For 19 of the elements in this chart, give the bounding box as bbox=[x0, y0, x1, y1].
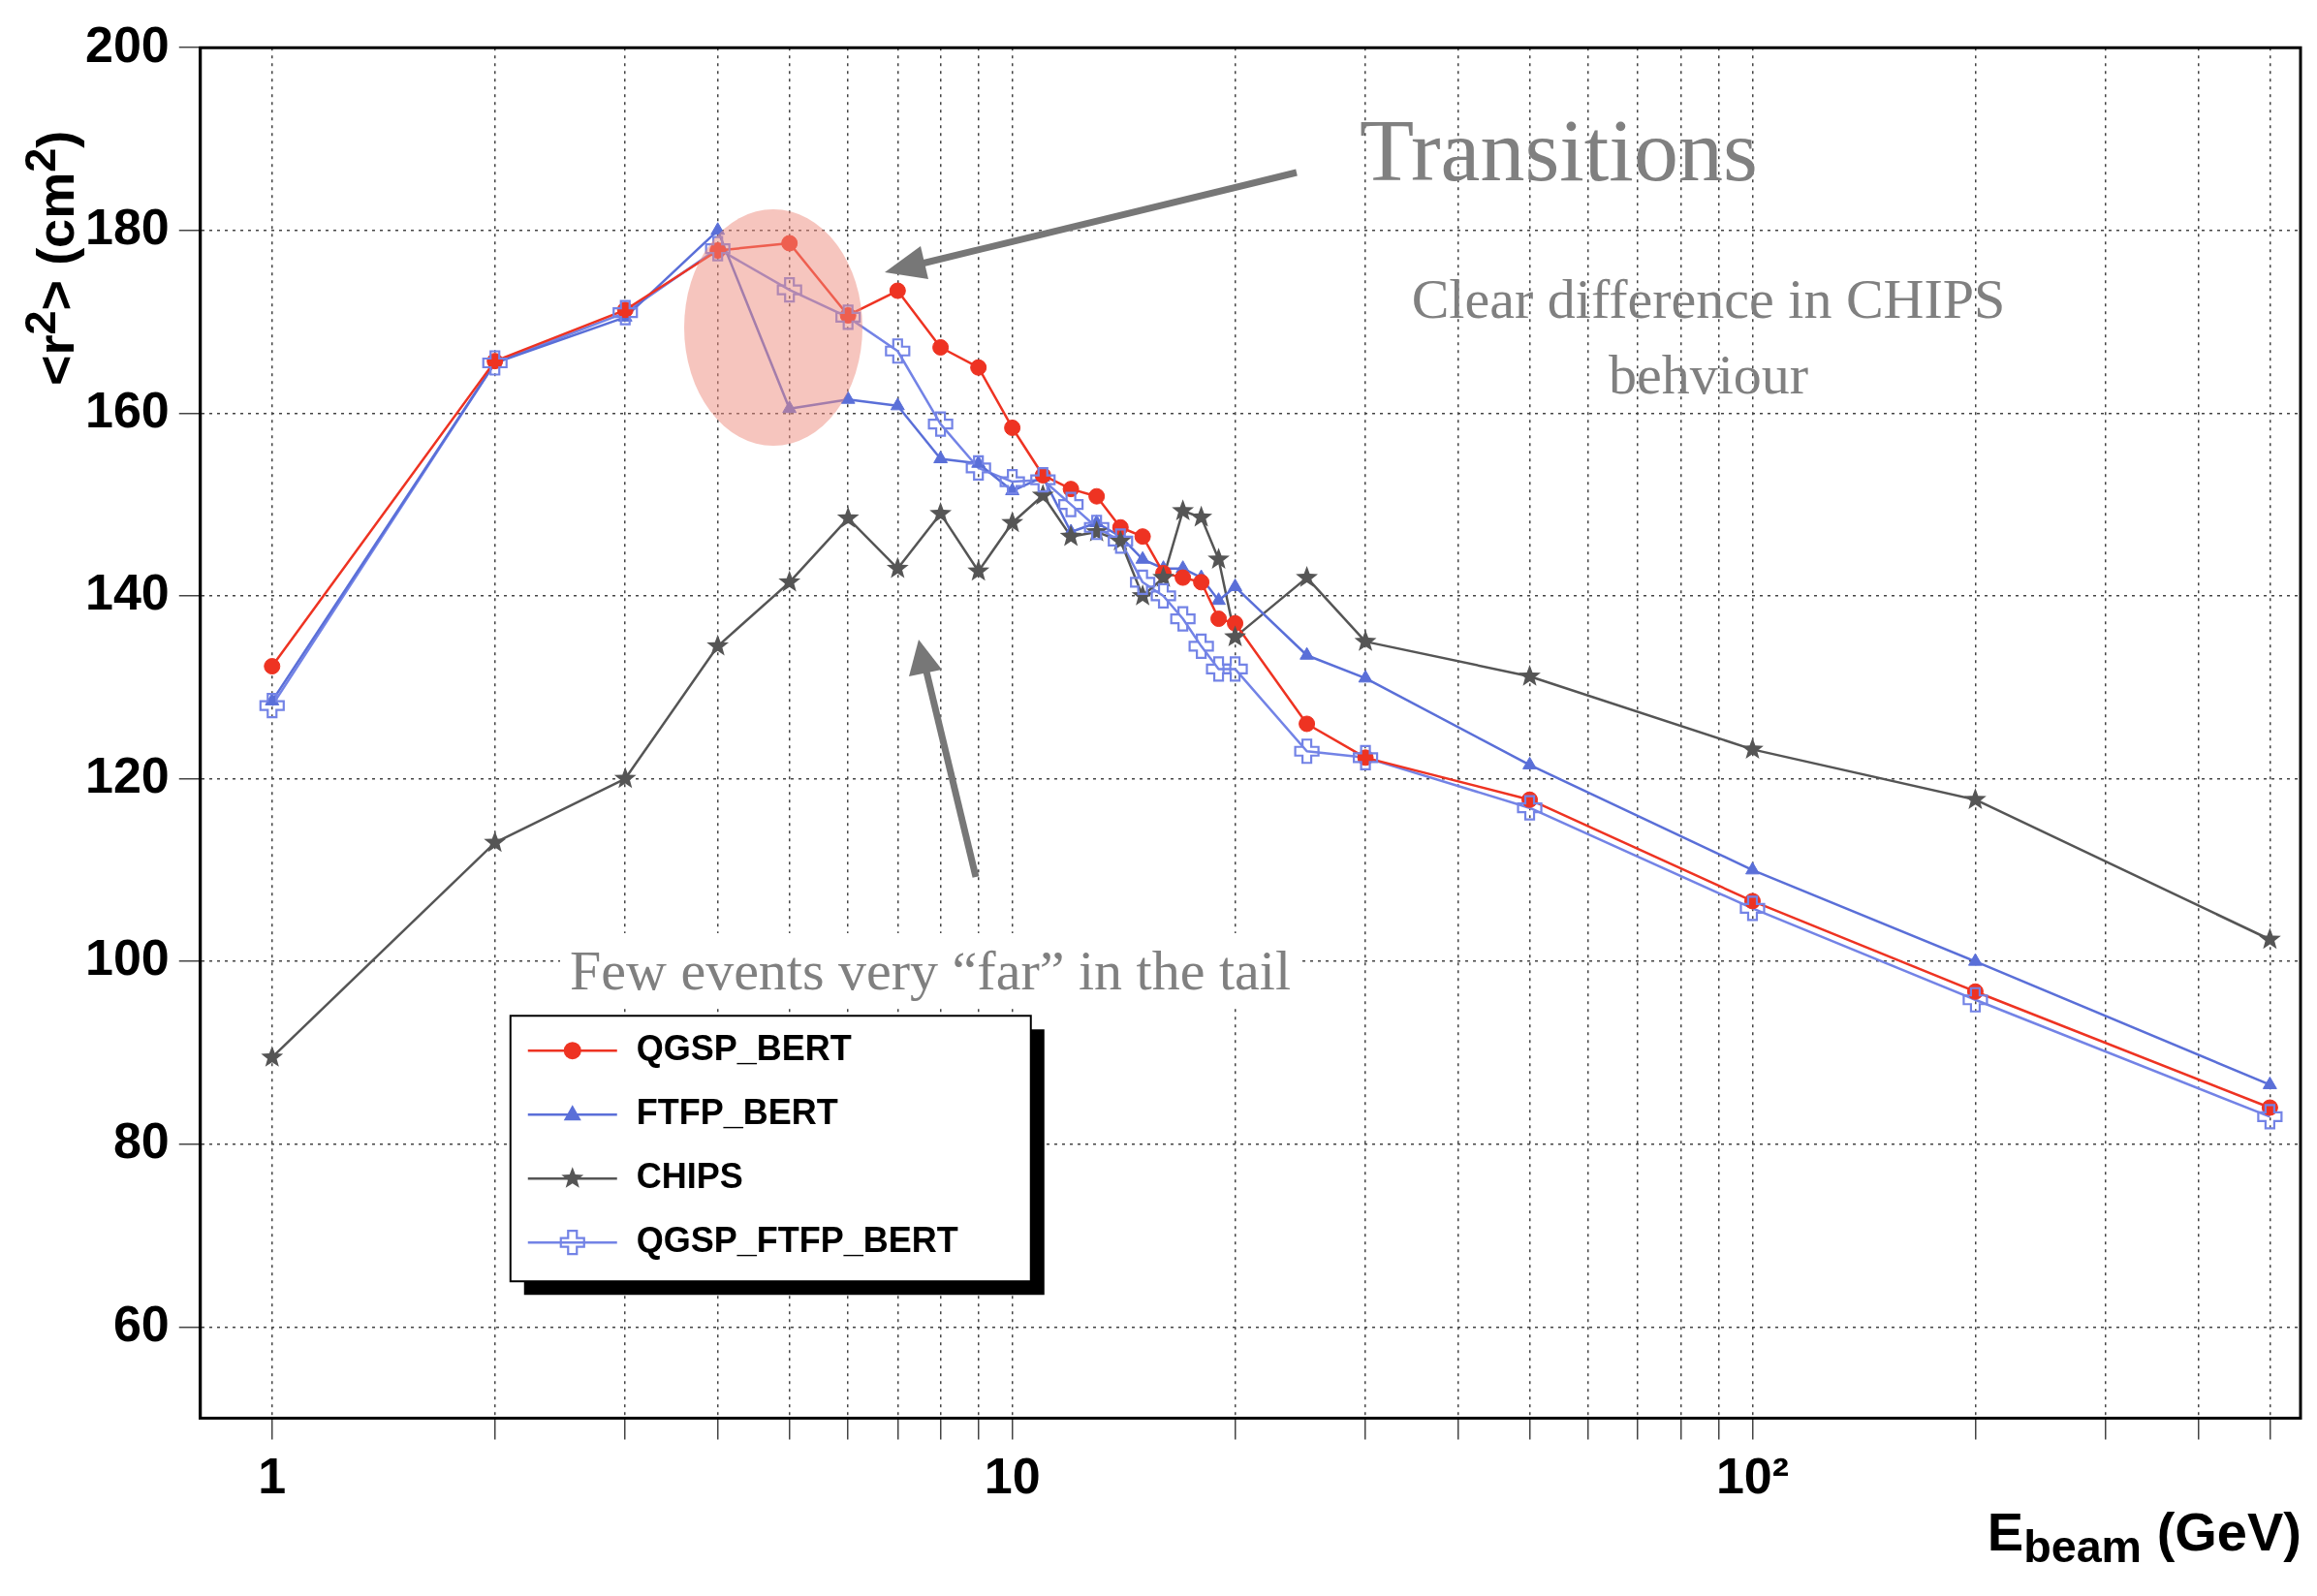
y-tick-label: 100 bbox=[84, 929, 170, 986]
y-tick-label: 200 bbox=[84, 16, 170, 73]
y-tick-label: 60 bbox=[112, 1295, 170, 1352]
x-tick-label: 1 bbox=[258, 1448, 287, 1505]
x-tick-label: 10² bbox=[1715, 1448, 1790, 1505]
annotation: Clear difference in CHIPS behviour bbox=[1410, 266, 2007, 409]
y-tick-label: 120 bbox=[84, 746, 170, 803]
x-axis-title: E$_{beam}$ (GeV) bbox=[1987, 1500, 2301, 1574]
x-tick-label: 10 bbox=[984, 1448, 1041, 1505]
legend-label: QGSP_BERT bbox=[636, 1028, 852, 1069]
y-tick-label: 140 bbox=[84, 564, 170, 621]
y-tick-label: 180 bbox=[84, 199, 170, 256]
y-tick-label: 80 bbox=[112, 1112, 170, 1170]
legend-label: CHIPS bbox=[636, 1156, 743, 1197]
legend-label: QGSP_FTFP_BERT bbox=[636, 1220, 958, 1261]
y-tick-label: 160 bbox=[84, 381, 170, 438]
annotation: Transitions bbox=[1360, 100, 1758, 202]
legend-label: FTFP_BERT bbox=[636, 1092, 838, 1133]
annotation: Few events very “far” in the tail bbox=[560, 933, 1301, 1010]
